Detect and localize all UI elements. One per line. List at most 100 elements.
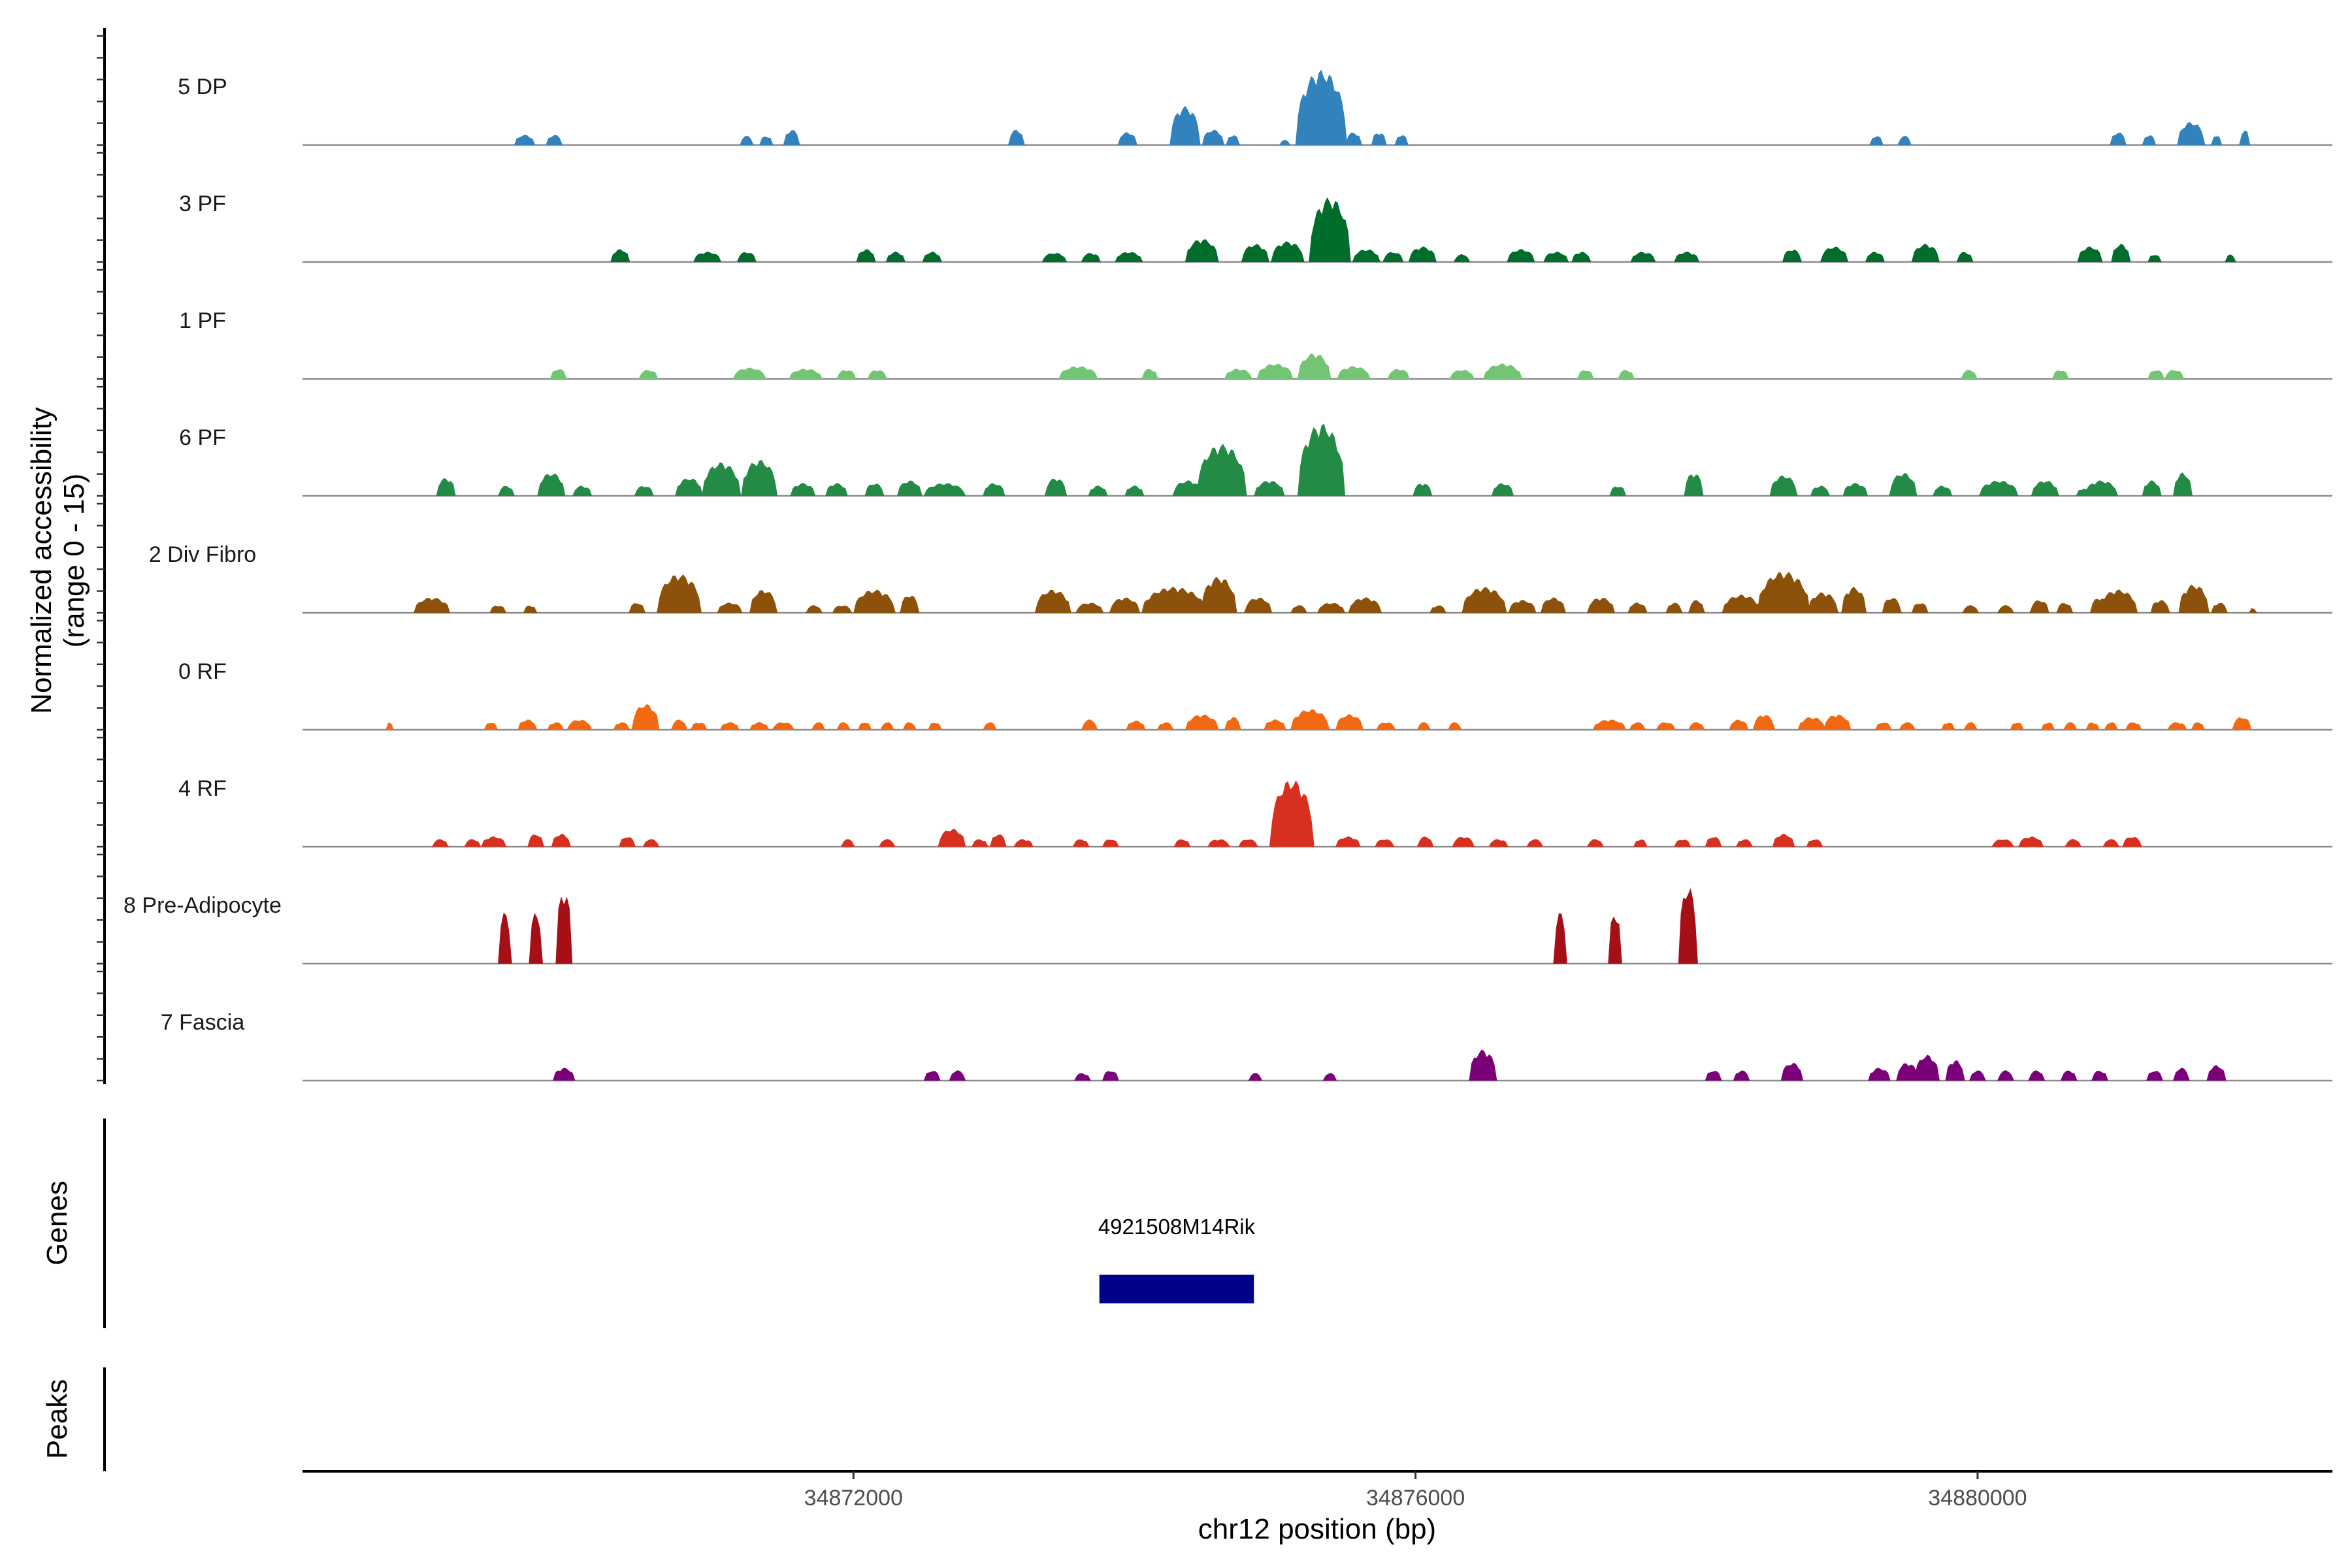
coverage-peak: [772, 722, 794, 730]
coverage-peak: [1448, 722, 1462, 730]
coverage-peak: [1627, 602, 1648, 613]
coverage-peak: [527, 834, 545, 847]
coverage-peak: [1882, 598, 1902, 613]
coverage-peak: [1376, 722, 1396, 730]
genes-track-label: Genes: [41, 1181, 73, 1266]
x-tick-label: 34880000: [1928, 1486, 2027, 1511]
coverage-peak: [2084, 480, 2118, 496]
coverage-peak: [1348, 597, 1382, 613]
coverage-peak: [736, 252, 757, 262]
coverage-peak: [2110, 133, 2127, 145]
coverage-peak: [2018, 836, 2044, 847]
coverage-peak: [2239, 130, 2251, 145]
coverage-peak: [740, 136, 754, 145]
track-3-pf: 3 PF: [179, 191, 2332, 263]
coverage-peak: [1295, 69, 1348, 145]
coverage-peak: [432, 839, 449, 847]
coverage-peak: [670, 719, 688, 730]
coverage-peak: [864, 483, 885, 496]
coverage-peak: [1238, 839, 1258, 847]
coverage-peak: [1678, 888, 1698, 964]
coverage-peak: [2125, 722, 2142, 730]
coverage-peak: [853, 589, 896, 613]
coverage-peak: [1034, 589, 1071, 613]
coverage-peak: [2172, 472, 2193, 496]
coverage-peak: [1820, 246, 1849, 262]
track-0-rf: 0 RF: [178, 659, 2332, 731]
coverage-peak: [2091, 1071, 2108, 1081]
coverage-peak: [790, 483, 816, 496]
coverage-peak: [1577, 370, 1594, 379]
coverage-peak: [702, 462, 742, 496]
coverage-peak: [1184, 714, 1219, 730]
coverage-peak: [1482, 363, 1523, 379]
coverage-peak: [832, 605, 853, 613]
coverage-peak: [836, 722, 851, 730]
coverage-peak: [1007, 129, 1025, 145]
track-label: 7 Fascia: [161, 1010, 245, 1035]
coverage-peak: [1911, 244, 1940, 262]
gene-name-label: 4921508M14Rik: [1098, 1215, 1256, 1239]
coverage-peak: [928, 723, 942, 730]
track-6-pf: 6 PF: [179, 423, 2332, 497]
coverage-peak: [1371, 133, 1387, 145]
coverage-peak: [489, 606, 507, 613]
coverage-peak: [1241, 244, 1269, 262]
coverage-peak: [2051, 370, 2069, 379]
coverage-peak: [529, 913, 543, 964]
peaks-track-label: Peaks: [41, 1379, 73, 1459]
coverage-peak: [2060, 1070, 2078, 1081]
coverage-peak: [572, 485, 593, 496]
coverage-peak: [2142, 135, 2157, 145]
coverage-peak: [549, 369, 567, 379]
track-label: 1 PF: [179, 308, 226, 333]
coverage-peak: [2065, 839, 2082, 847]
coverage-peak: [1587, 598, 1615, 613]
coverage-peak: [1102, 1071, 1119, 1081]
coverage-peak: [1309, 197, 1351, 262]
coverage-peak: [1322, 1073, 1337, 1081]
coverage-peak: [1526, 839, 1544, 847]
coverage-peak: [1684, 474, 1704, 496]
coverage-peak: [1956, 252, 1974, 262]
coverage-peak: [1298, 353, 1331, 379]
coverage-peak: [1224, 368, 1253, 379]
coverage-peak: [2104, 722, 2118, 730]
coverage-peak: [1733, 1070, 1750, 1081]
coverage-peak: [923, 483, 966, 496]
coverage-peak: [825, 483, 848, 496]
coverage-peak: [675, 478, 704, 496]
coverage-peak: [1264, 719, 1286, 730]
x-axis-title: chr12 position (bp): [1198, 1513, 1436, 1545]
coverage-peak: [1842, 483, 1869, 496]
coverage-peak: [2142, 480, 2162, 496]
coverage-peak: [1337, 366, 1371, 379]
coverage-peak: [1899, 722, 1916, 730]
coverage-peak: [1224, 717, 1241, 730]
coverage-peak: [1941, 723, 1955, 730]
coverage-peak: [2206, 1065, 2227, 1081]
coverage-peak: [2098, 589, 2138, 613]
coverage-peak: [1271, 241, 1305, 262]
gene-body: [1099, 1275, 1254, 1303]
x-tick-label: 34872000: [804, 1486, 903, 1511]
coverage-peak: [1962, 605, 1980, 613]
coverage-peak: [2010, 723, 2024, 730]
coverage-peak: [1507, 249, 1535, 262]
coverage-peak: [1109, 597, 1141, 613]
coverage-peak: [1543, 252, 1569, 262]
coverage-peak: [1184, 239, 1219, 262]
coverage-peak: [1491, 483, 1514, 496]
coverage-peak: [983, 483, 1005, 496]
coverage-peak: [1997, 605, 2014, 613]
coverage-peak: [436, 478, 456, 496]
coverage-peak: [1201, 129, 1225, 145]
coverage-peak: [523, 605, 538, 613]
coverage-peak: [551, 834, 571, 847]
coverage-peak: [2232, 717, 2252, 730]
coverage-peak: [553, 1068, 576, 1081]
coverage-peak: [2063, 722, 2078, 730]
coverage-peak: [902, 722, 917, 730]
coverage-peak: [1629, 722, 1646, 730]
